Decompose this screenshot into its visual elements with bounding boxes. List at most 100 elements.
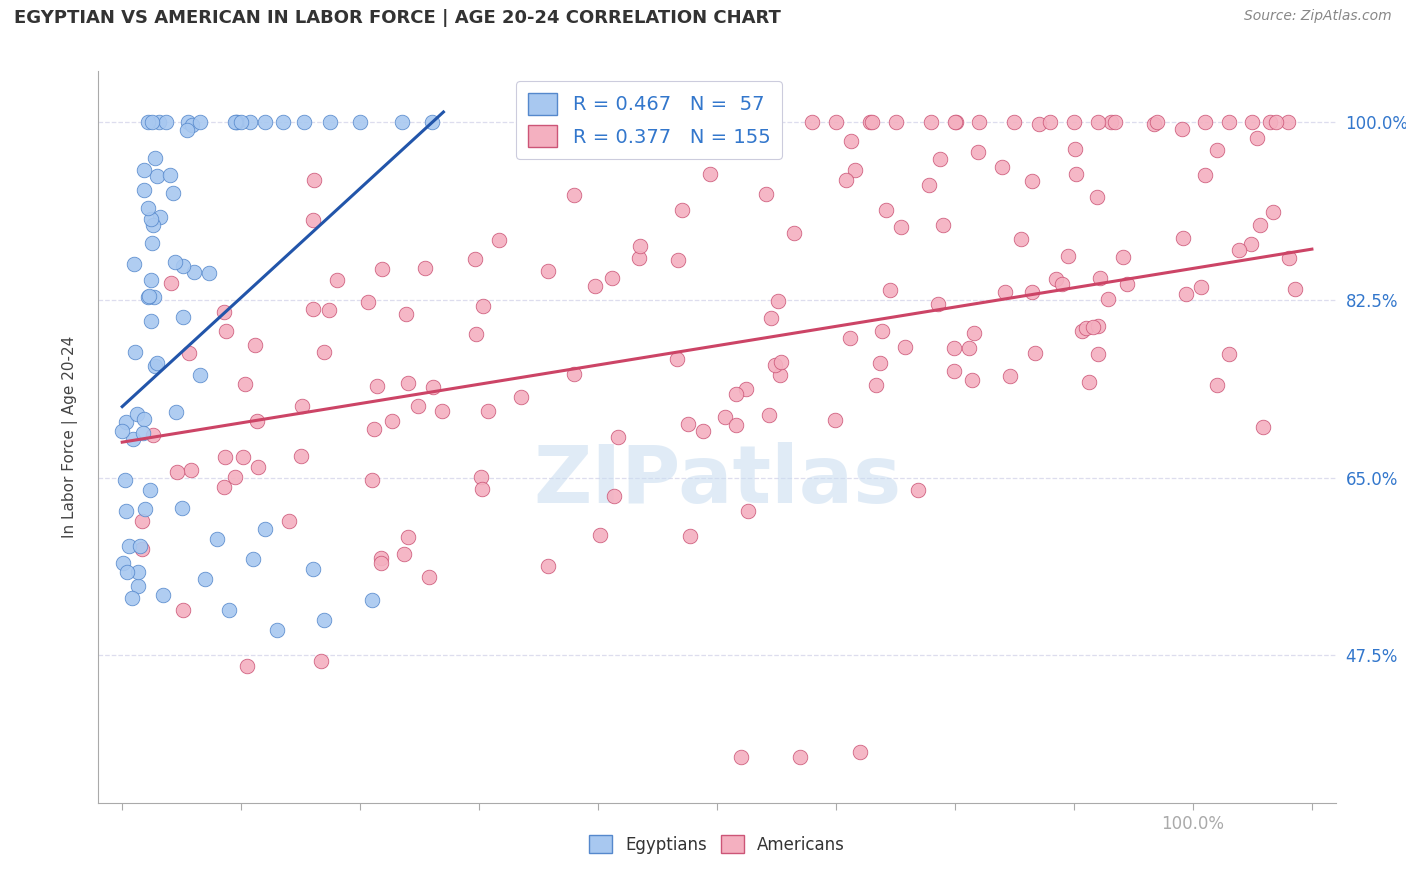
Point xyxy=(945,115,967,129)
Point xyxy=(394,547,416,561)
Point xyxy=(138,289,160,303)
Point xyxy=(134,502,156,516)
Point xyxy=(1194,115,1216,129)
Point xyxy=(143,359,166,373)
Point xyxy=(755,187,778,202)
Point xyxy=(932,218,955,232)
Point xyxy=(215,324,238,338)
Point xyxy=(430,403,453,417)
Point xyxy=(142,219,165,233)
Point xyxy=(1174,287,1197,301)
Point xyxy=(319,115,342,129)
Point xyxy=(198,266,221,280)
Point xyxy=(920,115,942,129)
Point xyxy=(967,145,990,159)
Point xyxy=(671,202,693,217)
Point xyxy=(991,160,1014,174)
Point xyxy=(801,115,824,129)
Text: Source: ZipAtlas.com: Source: ZipAtlas.com xyxy=(1244,9,1392,23)
Point xyxy=(394,307,416,321)
Point xyxy=(361,592,384,607)
Point xyxy=(194,572,217,586)
Point xyxy=(115,566,138,580)
Point xyxy=(734,382,756,396)
Point xyxy=(141,211,163,226)
Point xyxy=(907,483,929,497)
Point xyxy=(291,399,314,413)
Point xyxy=(1021,174,1043,188)
Point xyxy=(1194,168,1216,182)
Point xyxy=(314,613,336,627)
Point xyxy=(1277,115,1299,129)
Point xyxy=(214,450,236,464)
Point xyxy=(127,579,149,593)
Point xyxy=(1056,249,1078,263)
Point xyxy=(1218,115,1240,129)
Point xyxy=(464,327,486,342)
Point xyxy=(763,358,786,372)
Point xyxy=(1265,115,1288,129)
Point xyxy=(155,115,177,129)
Point xyxy=(860,115,883,129)
Point xyxy=(131,514,153,528)
Point xyxy=(396,530,419,544)
Point xyxy=(1097,292,1119,306)
Point xyxy=(136,290,159,304)
Point xyxy=(967,115,990,129)
Point xyxy=(769,368,792,383)
Point xyxy=(271,115,294,129)
Point xyxy=(865,377,887,392)
Point xyxy=(134,163,156,178)
Point xyxy=(1028,117,1050,131)
Point xyxy=(212,305,235,319)
Point xyxy=(1278,251,1301,265)
Point xyxy=(253,115,276,129)
Point xyxy=(942,341,965,355)
Point xyxy=(172,603,194,617)
Point xyxy=(188,368,211,382)
Point xyxy=(1078,376,1101,390)
Point xyxy=(606,430,628,444)
Point xyxy=(290,449,312,463)
Point xyxy=(1063,115,1085,129)
Point xyxy=(180,118,202,132)
Point xyxy=(766,293,789,308)
Point xyxy=(470,470,492,484)
Point xyxy=(927,297,949,311)
Point xyxy=(253,521,276,535)
Point xyxy=(1021,285,1043,300)
Point xyxy=(139,313,162,327)
Point xyxy=(243,338,266,352)
Point xyxy=(115,415,138,429)
Point xyxy=(326,273,349,287)
Point xyxy=(994,285,1017,300)
Point xyxy=(118,539,141,553)
Point xyxy=(759,310,782,325)
Point xyxy=(301,302,323,317)
Point xyxy=(1071,324,1094,338)
Point xyxy=(583,279,606,293)
Point xyxy=(1088,270,1111,285)
Point xyxy=(1064,168,1087,182)
Point xyxy=(370,262,392,277)
Point xyxy=(1104,115,1126,129)
Point xyxy=(357,295,380,310)
Text: EGYPTIAN VS AMERICAN IN LABOR FORCE | AGE 20-24 CORRELATION CHART: EGYPTIAN VS AMERICAN IN LABOR FORCE | AG… xyxy=(14,9,780,27)
Point xyxy=(143,151,166,165)
Point xyxy=(231,115,253,129)
Point xyxy=(1227,243,1250,257)
Point xyxy=(247,460,270,475)
Point xyxy=(1171,121,1194,136)
Point xyxy=(1087,115,1109,129)
Point xyxy=(1258,115,1281,129)
Point xyxy=(998,369,1021,384)
Point xyxy=(114,474,136,488)
Point xyxy=(163,254,186,268)
Point xyxy=(122,432,145,446)
Point xyxy=(1024,346,1046,360)
Point xyxy=(233,376,256,391)
Point xyxy=(1112,250,1135,264)
Point xyxy=(225,115,247,129)
Point xyxy=(1240,237,1263,252)
Point xyxy=(225,115,247,129)
